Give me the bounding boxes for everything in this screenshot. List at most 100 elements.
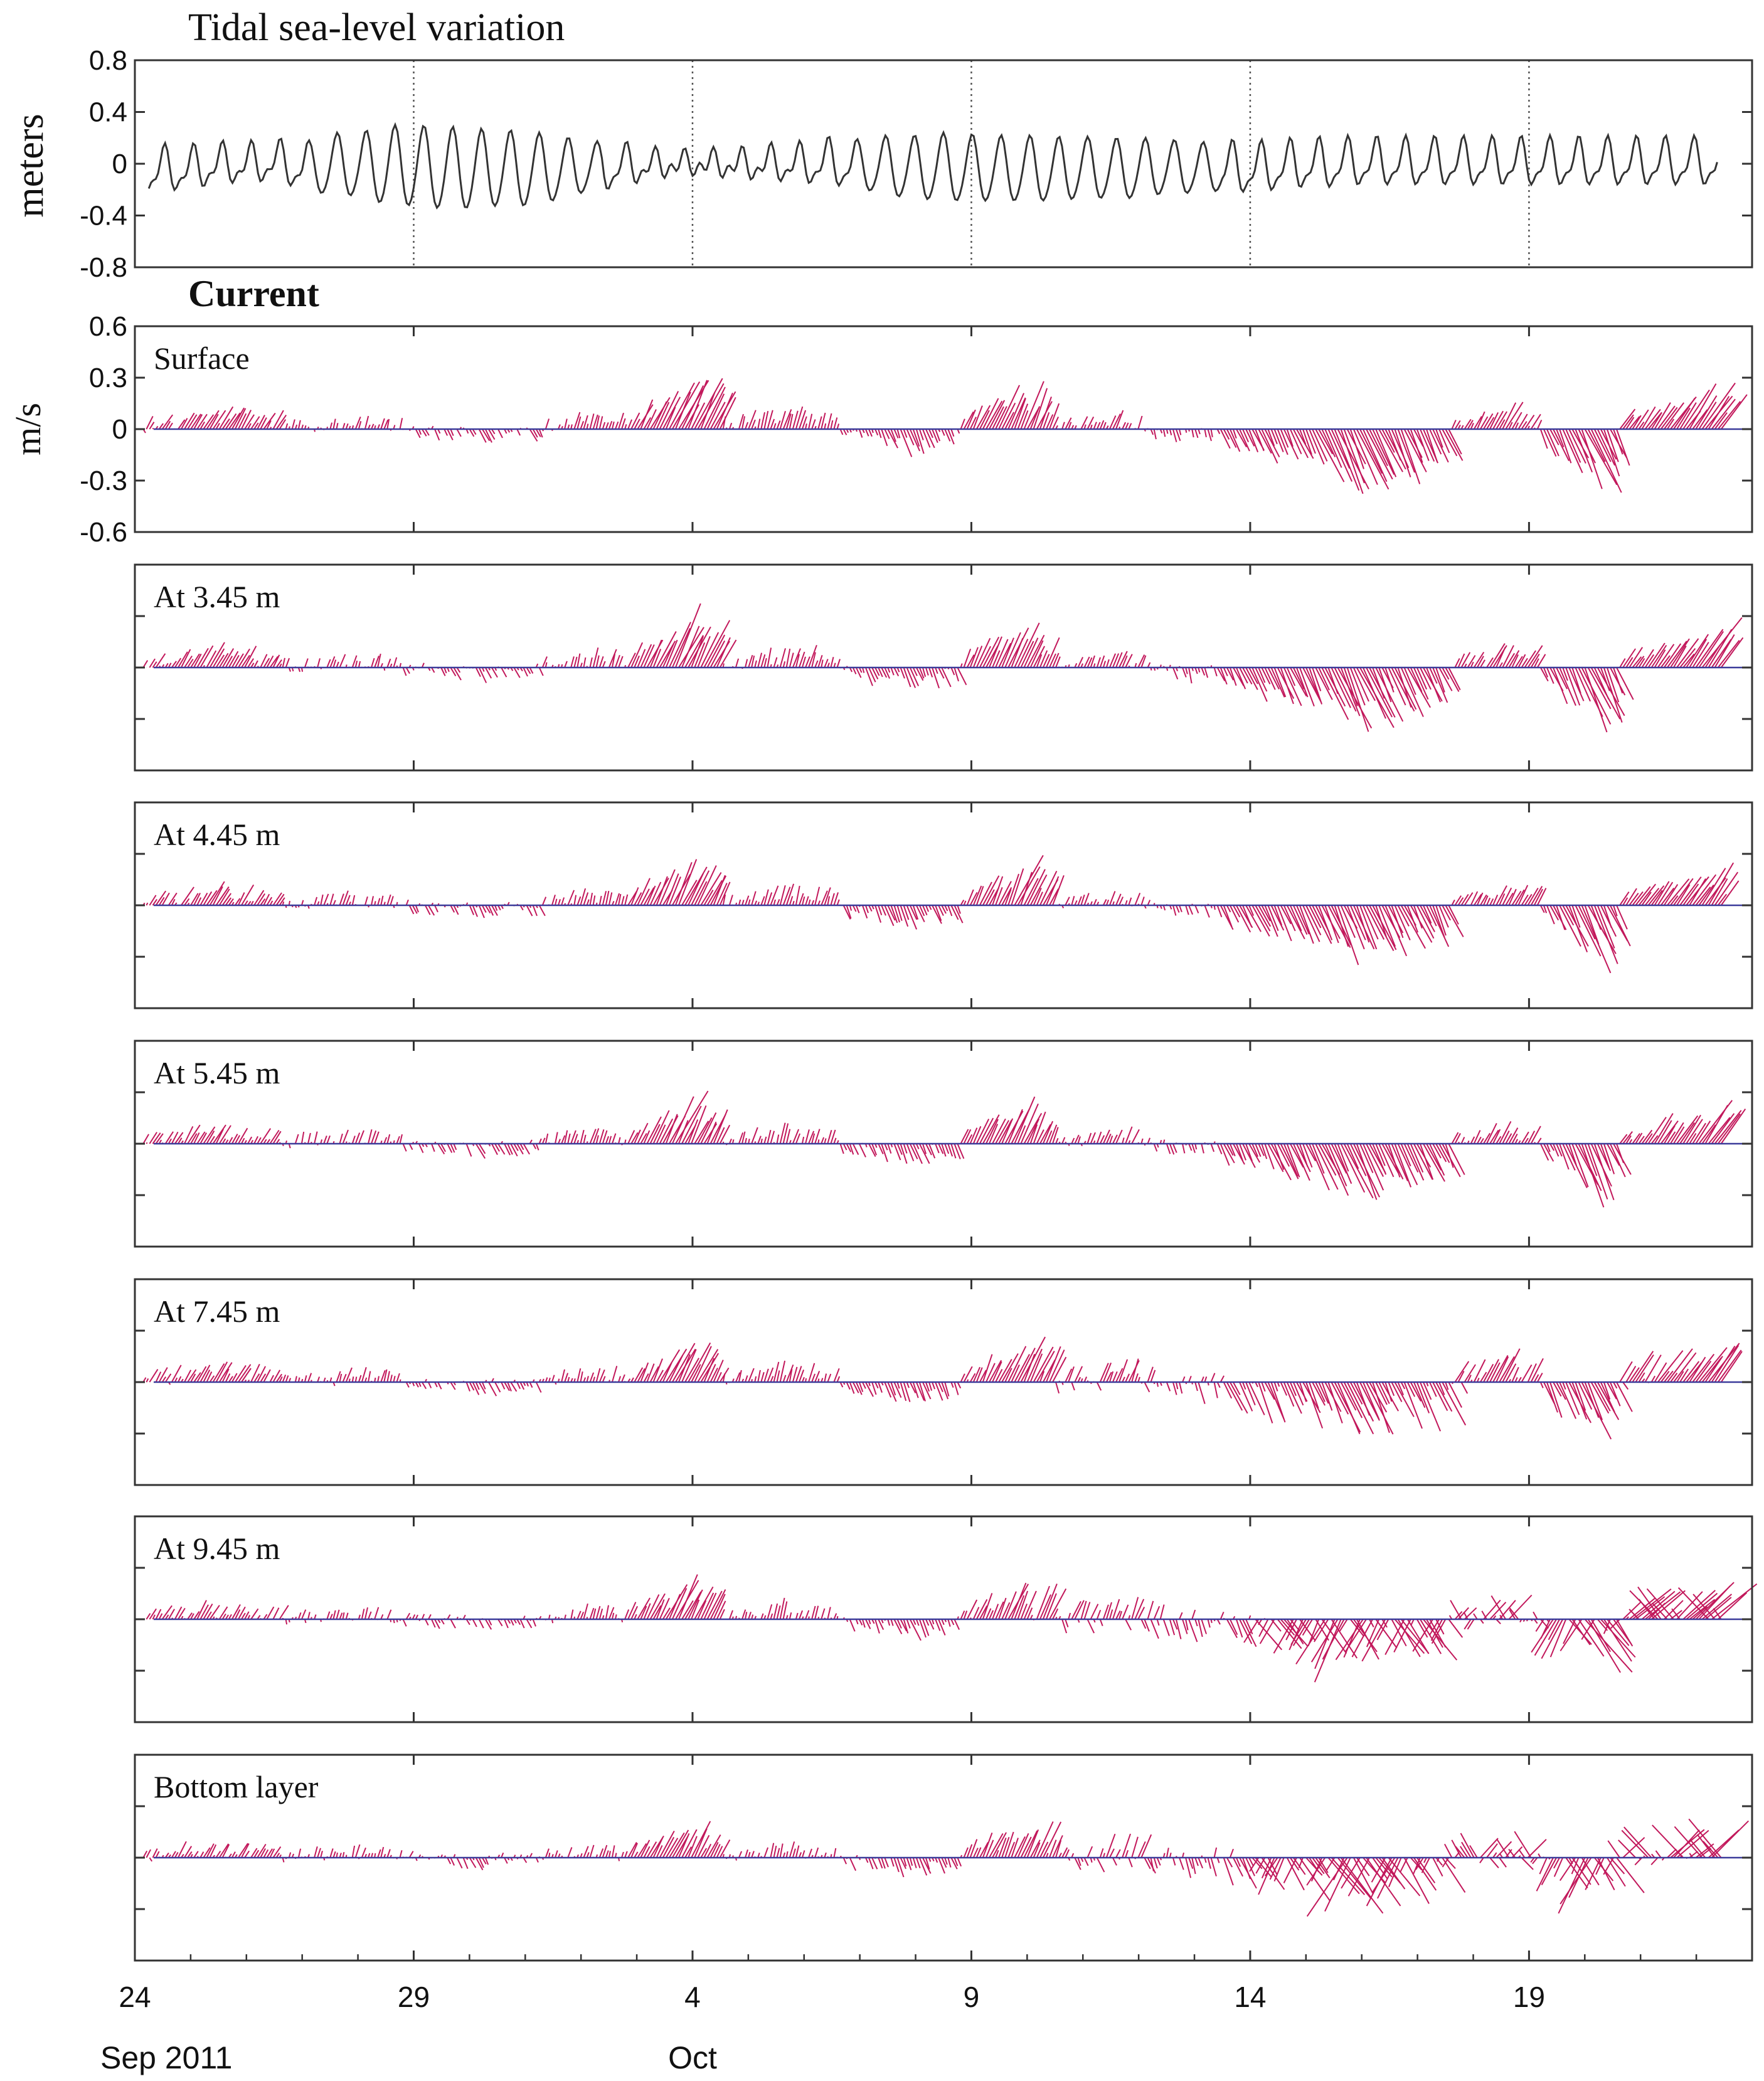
current-stick — [757, 1370, 761, 1383]
current-stick — [1704, 1597, 1732, 1620]
current-stick — [1546, 428, 1559, 457]
current-stick — [1695, 629, 1724, 668]
current-stick — [368, 1611, 372, 1620]
sea-level-plot-frame — [134, 59, 1753, 269]
current-stick — [1647, 642, 1666, 668]
current-stick — [1527, 1839, 1547, 1858]
current-stick — [1467, 1619, 1475, 1630]
current-stick — [1454, 895, 1462, 906]
current-stick — [858, 1381, 864, 1392]
current-stick — [795, 1845, 800, 1858]
current-stick — [181, 886, 194, 906]
current-stick — [1695, 1361, 1712, 1383]
current-stick — [1635, 1354, 1654, 1383]
current-stick — [1029, 874, 1048, 906]
current-stick — [465, 1381, 470, 1392]
current-stick — [1682, 1590, 1716, 1620]
current-stick — [808, 413, 813, 430]
current-stick — [1701, 1124, 1716, 1144]
current-stick — [1720, 637, 1744, 668]
current-stick — [228, 651, 239, 668]
current-stick — [821, 659, 824, 668]
current-stick — [1023, 1830, 1038, 1858]
current-stick — [1505, 892, 1514, 906]
current-stick — [1233, 905, 1241, 918]
current-stick — [196, 647, 209, 668]
current-stick — [1593, 667, 1610, 700]
current-stick — [821, 412, 826, 430]
current-stick — [1384, 667, 1395, 693]
current-stick — [697, 636, 711, 668]
current-stick — [1255, 905, 1271, 932]
current-stick — [1299, 1619, 1316, 1641]
current-stick — [1289, 667, 1307, 697]
current-stick — [1584, 1143, 1598, 1176]
current-stick — [1182, 1619, 1188, 1634]
current-stick — [922, 1381, 932, 1400]
current-stick — [1496, 411, 1507, 430]
current-stick — [361, 1847, 366, 1858]
current-stick — [1216, 1857, 1220, 1863]
current-stick — [491, 428, 496, 435]
current-stick — [995, 1120, 1009, 1144]
current-stick — [218, 652, 229, 668]
current-stick — [317, 1848, 321, 1858]
current-stick — [361, 1609, 365, 1620]
current-stick — [1460, 894, 1469, 906]
current-stick — [608, 420, 613, 430]
current-stick — [662, 1836, 675, 1858]
current-stick — [1695, 395, 1718, 430]
current-stick — [1362, 1381, 1380, 1420]
current-stick — [985, 1608, 992, 1620]
current-stick — [975, 886, 984, 906]
current-stick — [1416, 905, 1435, 939]
current-stick — [598, 656, 604, 668]
current-stick — [1562, 905, 1575, 926]
current-stick — [903, 428, 908, 438]
current-stick — [386, 1609, 392, 1620]
current-stick — [1571, 1381, 1588, 1420]
current-stick — [570, 1609, 574, 1620]
current-stick — [1147, 1366, 1154, 1383]
current-stick — [215, 886, 230, 906]
current-stick — [1616, 1381, 1633, 1412]
current-stick — [773, 1361, 780, 1383]
current-stick — [1432, 1381, 1448, 1412]
current-stick — [465, 1619, 470, 1626]
current-stick — [1273, 905, 1283, 926]
current-stick — [966, 654, 975, 668]
current-stick — [408, 905, 415, 915]
current-stick — [1045, 876, 1060, 906]
current-stick — [1169, 1619, 1176, 1636]
current-stick — [1578, 1619, 1605, 1657]
current-stick — [494, 905, 498, 911]
current-stick — [1553, 1857, 1560, 1869]
current-stick — [1179, 1381, 1183, 1394]
current-stick — [1508, 1594, 1533, 1620]
current-stick — [291, 419, 295, 430]
current-stick — [1172, 428, 1177, 442]
current-stick — [1657, 1120, 1672, 1144]
current-stick — [272, 654, 280, 668]
current-stick — [504, 1381, 510, 1392]
current-stick — [697, 1117, 713, 1144]
current-stick — [909, 1857, 913, 1866]
current-stick — [681, 385, 704, 430]
current-stick — [339, 1612, 343, 1620]
current-stick — [1622, 897, 1629, 906]
current-stick — [1536, 654, 1546, 668]
current-stick — [405, 899, 409, 906]
current-stick — [193, 892, 201, 906]
current-stick — [1339, 1619, 1348, 1632]
current-stick — [1125, 654, 1133, 668]
current-stick — [1322, 1619, 1345, 1660]
current-stick — [1150, 1619, 1159, 1639]
current-stick — [738, 1370, 742, 1383]
current-stick — [643, 1373, 649, 1383]
current-stick — [722, 1373, 726, 1383]
current-stick — [785, 648, 791, 668]
current-stick — [944, 1381, 950, 1397]
current-stick — [1397, 905, 1410, 927]
current-stick — [814, 1605, 819, 1620]
current-stick — [193, 1610, 200, 1620]
